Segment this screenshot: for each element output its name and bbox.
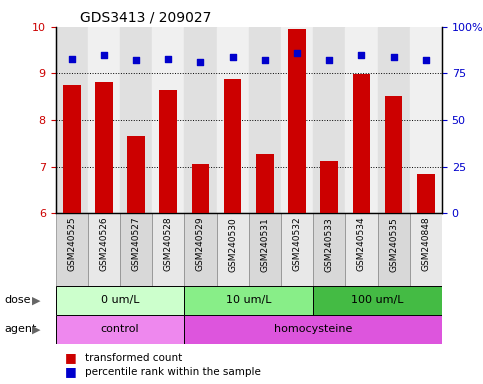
Bar [56,286,185,315]
Point [100,52,108,58]
Bar [216,213,249,286]
Bar [256,154,274,213]
Bar [120,213,152,286]
Text: GSM240527: GSM240527 [131,217,141,271]
Text: transformed count: transformed count [85,353,182,363]
Text: GSM240530: GSM240530 [228,217,237,271]
Text: GSM240848: GSM240848 [421,217,430,271]
Bar [185,213,216,286]
Bar [313,286,442,315]
Bar [378,27,410,213]
Point [197,59,204,65]
Point [164,55,172,61]
Bar [56,27,88,213]
Text: 10 um/L: 10 um/L [226,295,271,306]
Text: GSM240529: GSM240529 [196,217,205,271]
Text: GDS3413 / 209027: GDS3413 / 209027 [80,10,211,24]
Text: GSM240531: GSM240531 [260,217,270,271]
Point [132,57,140,63]
Bar [120,27,152,213]
Point [390,54,398,60]
Text: agent: agent [5,324,37,334]
Bar [63,85,81,213]
Bar [345,27,378,213]
Bar [320,161,338,213]
Bar [185,286,313,315]
Bar [313,213,345,286]
Point [68,55,75,61]
Bar [127,136,145,213]
Text: GSM240532: GSM240532 [293,217,301,271]
Bar [216,27,249,213]
Text: 0 um/L: 0 um/L [100,295,139,306]
Point [326,57,333,63]
Bar [56,213,88,286]
Text: GSM240534: GSM240534 [357,217,366,271]
Bar [378,213,410,286]
Text: GSM240528: GSM240528 [164,217,173,271]
Bar [385,96,402,213]
Point [261,57,269,63]
Bar [281,213,313,286]
Point [357,52,365,58]
Bar [249,27,281,213]
Bar [88,27,120,213]
Bar [288,29,306,213]
Point [422,57,430,63]
Bar [224,79,242,213]
Bar [410,27,442,213]
Bar [159,90,177,213]
Bar [152,213,185,286]
Bar [56,315,185,344]
Bar [185,27,216,213]
Text: control: control [100,324,139,334]
Point [229,54,237,60]
Bar [249,213,281,286]
Text: ▶: ▶ [32,324,41,334]
Text: homocysteine: homocysteine [274,324,352,334]
Text: GSM240535: GSM240535 [389,217,398,271]
Bar [152,27,185,213]
Text: 100 um/L: 100 um/L [351,295,404,306]
Text: ▶: ▶ [32,295,41,306]
Bar [353,74,370,213]
Bar [192,164,209,213]
Text: GSM240533: GSM240533 [325,217,334,271]
Text: percentile rank within the sample: percentile rank within the sample [85,366,260,377]
Bar [410,213,442,286]
Text: GSM240526: GSM240526 [99,217,108,271]
Bar [185,315,442,344]
Text: ■: ■ [65,351,77,364]
Bar [95,82,113,213]
Text: ■: ■ [65,365,77,378]
Bar [88,213,120,286]
Bar [417,174,435,213]
Bar [345,213,378,286]
Bar [313,27,345,213]
Bar [281,27,313,213]
Text: GSM240525: GSM240525 [67,217,76,271]
Text: dose: dose [5,295,31,306]
Point [293,50,301,56]
